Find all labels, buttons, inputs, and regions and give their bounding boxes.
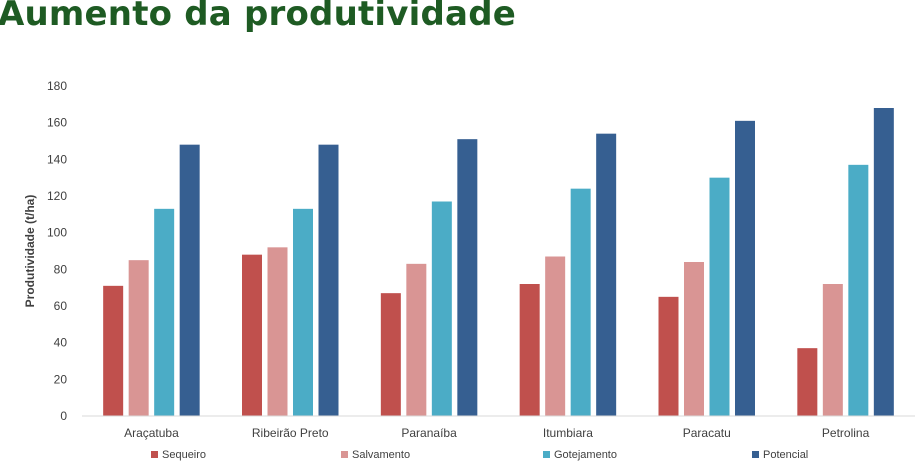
y-tick-label: 20 [54, 372, 68, 386]
bar [709, 177, 730, 416]
legend-label: Gotejamento [554, 449, 617, 461]
category-label: Itumbiara [543, 426, 593, 440]
y-tick-label: 160 [47, 116, 67, 130]
bar [596, 133, 617, 416]
legend-swatch [752, 451, 759, 458]
bar [103, 285, 124, 416]
y-tick-label: 120 [47, 189, 67, 203]
bar [684, 262, 704, 416]
legend-swatch [151, 451, 158, 458]
y-tick-label: 180 [47, 79, 67, 93]
y-tick-label: 40 [54, 336, 68, 350]
bar [267, 247, 288, 416]
bar [431, 201, 452, 416]
legend-label: Potencial [763, 449, 808, 461]
slide-title: Aumento da produtividade [0, 0, 516, 34]
bar [873, 108, 894, 416]
category-label: Ribeirão Preto [252, 426, 329, 440]
bar [128, 260, 149, 416]
legend-label: Sequeiro [162, 449, 206, 461]
bar [380, 293, 401, 416]
bar [179, 144, 200, 416]
bar [318, 144, 339, 416]
category-label: Paranaíba [401, 426, 457, 440]
bar [658, 296, 679, 416]
bar [406, 263, 427, 416]
category-label: Paracatu [683, 426, 731, 440]
category-label: Petrolina [822, 426, 870, 440]
bar [242, 254, 262, 416]
bar [293, 208, 313, 416]
y-tick-label: 60 [54, 299, 68, 313]
y-tick-label: 80 [54, 262, 68, 276]
bar [848, 164, 869, 416]
bars [103, 108, 894, 416]
legend-label: Salvamento [352, 449, 410, 461]
y-tick-label: 0 [60, 409, 67, 423]
y-axis-title: Produtividade (t/ha) [23, 195, 37, 308]
bar [154, 208, 175, 416]
legend-swatch [341, 451, 348, 458]
bar [822, 284, 843, 416]
bar [570, 188, 591, 416]
y-tick-label: 140 [47, 152, 67, 166]
legend-swatch [543, 451, 550, 458]
y-tick-label: 100 [47, 226, 67, 240]
bar [545, 256, 566, 416]
category-label: Araçatuba [124, 426, 179, 440]
category-labels: Araçatuba Ribeirão Preto Paranaíba Itumbiar… [124, 426, 870, 440]
legend: Sequeiro Salvamento Gotejamento Potencial [151, 449, 808, 461]
bar [735, 120, 755, 416]
bar [519, 284, 540, 416]
bar [457, 139, 478, 416]
bar [797, 348, 818, 416]
y-axis-ticks: 0 20 40 60 80 100 120 140 160 180 [47, 79, 67, 423]
